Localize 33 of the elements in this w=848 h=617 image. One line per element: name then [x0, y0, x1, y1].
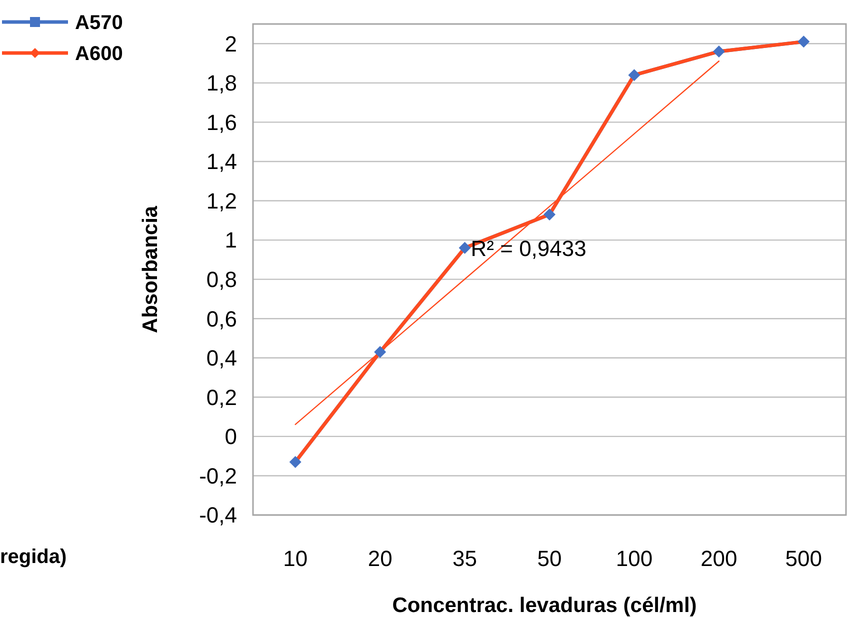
point [374, 346, 386, 358]
x-tick-label: 200 [700, 546, 738, 571]
point [712, 45, 725, 58]
point [544, 208, 556, 221]
x-tick-label: 20 [368, 546, 392, 571]
point [458, 242, 471, 254]
x-tick-label: 35 [452, 546, 478, 571]
x-tick-label: 50 [537, 546, 562, 571]
annotation: R² = 0,9433 [470, 236, 586, 261]
y-tick-label: 0,2 [206, 384, 237, 410]
y-tick-label: 1,6 [206, 110, 237, 135]
point [289, 456, 302, 468]
x-tick-label: 100 [616, 546, 653, 571]
x-axis-title: Concentrac. levaduras (cél/ml) [392, 594, 697, 617]
y-tick-label: 0 [224, 424, 237, 450]
y-tick-label: 0,4 [206, 346, 237, 371]
text: regida) [0, 546, 67, 568]
y-tick-label: 0,6 [206, 306, 237, 332]
y-tick-label: -0,4 [199, 502, 237, 528]
point [798, 36, 810, 48]
legend-label: A570 [75, 12, 123, 34]
y-tick-label: 1 [224, 228, 237, 253]
legend-label: A600 [75, 43, 123, 65]
y-tick-label: 1,8 [206, 70, 237, 96]
y-tick-label: 1,4 [206, 149, 237, 174]
y-axis-title: Absorbancia [139, 206, 162, 334]
point [628, 69, 640, 82]
y-tick-label: 2 [224, 31, 237, 56]
y-tick-label: -0,2 [199, 463, 237, 488]
y-tick-label: 0,8 [206, 267, 237, 292]
x-tick-label: 10 [283, 546, 308, 571]
y-tick-label: 1,2 [206, 188, 237, 214]
x-tick-label: 500 [785, 546, 822, 571]
